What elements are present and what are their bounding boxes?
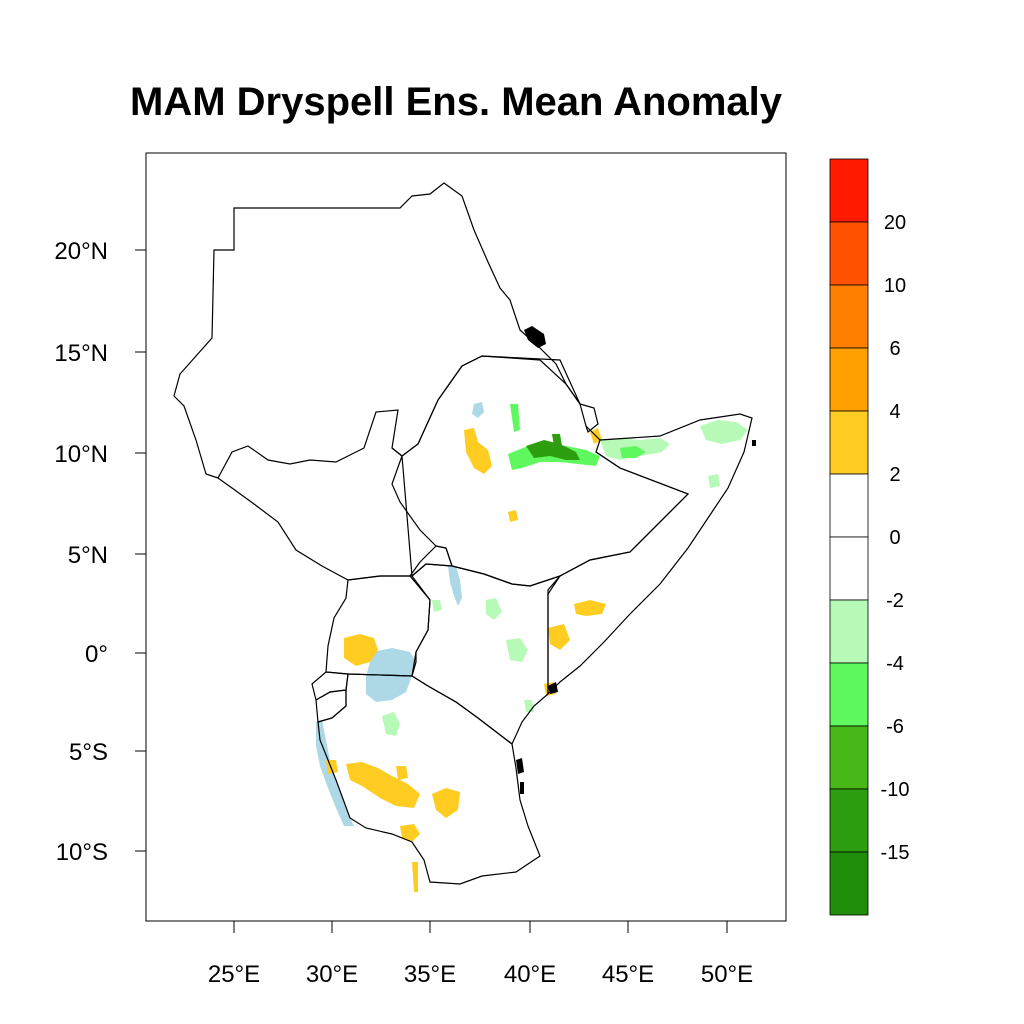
colorbar-label: 4 [889, 401, 900, 423]
map-frame [145, 152, 787, 922]
colorbar-label: -10 [881, 779, 910, 801]
lake-tanganyika [316, 720, 354, 826]
lake-turkana [448, 566, 462, 606]
colorbar-label: 20 [884, 212, 906, 234]
colorbar-swatch [829, 599, 869, 664]
negative-large-patches [526, 434, 580, 460]
lat-tick-label: 10°N [54, 441, 108, 468]
lake-tana [472, 402, 484, 418]
colorbar-swatch [829, 221, 869, 286]
positive-anomaly-patches [326, 428, 606, 892]
colorbar-swatch [829, 410, 869, 475]
map-content [173, 182, 756, 892]
colorbar-swatch [829, 851, 869, 916]
lat-tick-label: 15°N [54, 340, 108, 367]
lon-tick-label: 30°E [306, 961, 358, 988]
longitude-axis: 25°E 30°E 35°E 40°E 45°E 50°E [208, 921, 753, 988]
lat-tick-label: 20°N [54, 238, 108, 265]
colorbar-swatch [829, 662, 869, 727]
colorbar-label: 2 [889, 464, 900, 486]
lon-tick-label: 25°E [208, 961, 260, 988]
colorbar-label: 10 [884, 275, 906, 297]
lon-tick-label: 50°E [701, 961, 753, 988]
map-title: MAM Dryspell Ens. Mean Anomaly [130, 80, 782, 124]
lat-tick-label: 0° [85, 641, 108, 668]
colorbar-swatch [829, 536, 869, 601]
colorbar-swatch [829, 158, 869, 223]
colorbar-swatch [829, 473, 869, 538]
colorbar-swatch [829, 347, 869, 412]
lon-tick-label: 35°E [404, 961, 456, 988]
colorbar-label: -6 [886, 716, 904, 738]
colorbar-label: -15 [881, 842, 910, 864]
lat-tick-label: 5°N [68, 542, 108, 569]
colorbar-label: -2 [886, 590, 904, 612]
colorbar-swatch [829, 284, 869, 349]
colorbar-label: 0 [889, 527, 900, 549]
latitude-axis: 20°N 15°N 10°N 5°N 0° 5°S 10°S [54, 238, 146, 866]
lat-tick-label: 10°S [56, 839, 108, 866]
lon-tick-label: 45°E [602, 961, 654, 988]
lat-tick-label: 5°S [69, 739, 108, 766]
colorbar-label: 6 [889, 338, 900, 360]
colorbar-label: -4 [886, 653, 904, 675]
colorbar-swatch [829, 788, 869, 853]
coastal-islands [516, 326, 756, 794]
colorbar-swatch [829, 725, 869, 790]
country-borders [173, 182, 753, 885]
lon-tick-label: 40°E [504, 961, 556, 988]
